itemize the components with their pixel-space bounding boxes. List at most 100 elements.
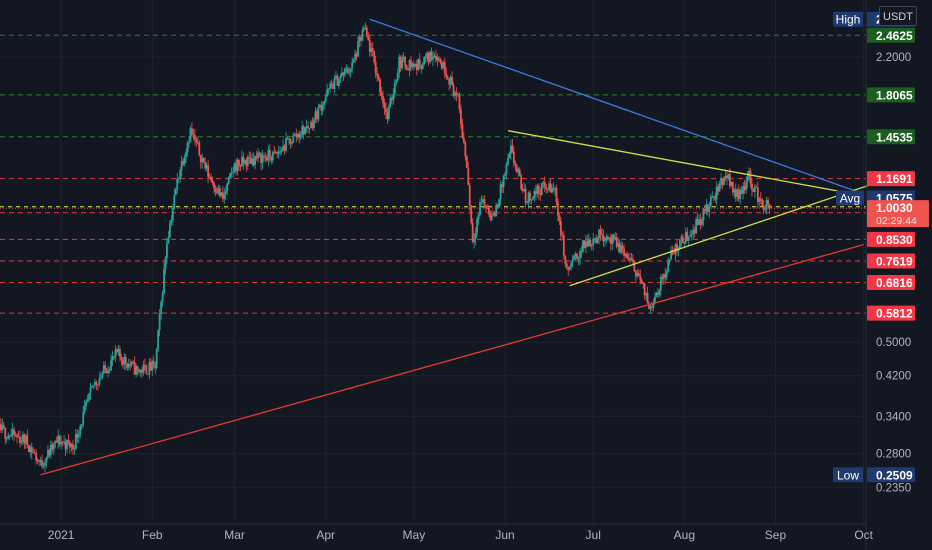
candle <box>171 203 174 226</box>
candle <box>579 248 581 266</box>
candle <box>346 66 349 75</box>
candle <box>116 347 118 355</box>
candle <box>161 290 164 307</box>
candle <box>330 79 333 89</box>
candle <box>429 50 431 64</box>
candle <box>67 434 70 446</box>
currency-unit-badge[interactable]: USDT <box>879 6 917 26</box>
candle <box>448 77 451 91</box>
candle <box>529 190 531 205</box>
candle <box>676 240 678 257</box>
candle <box>674 242 677 261</box>
candle <box>336 73 339 87</box>
candle <box>717 183 720 196</box>
candle <box>136 365 139 376</box>
candle <box>621 242 624 254</box>
candle <box>255 150 258 162</box>
candle <box>213 181 215 194</box>
candle <box>260 152 262 170</box>
candle <box>432 50 434 67</box>
tag-name-label: Avg <box>840 191 860 205</box>
candle <box>64 438 67 456</box>
candle <box>367 31 370 41</box>
candle <box>626 251 628 260</box>
candle <box>733 188 736 199</box>
candle <box>63 435 65 445</box>
candle <box>188 136 190 149</box>
candle <box>158 308 161 337</box>
candle <box>701 216 703 228</box>
candle <box>235 158 237 176</box>
candle <box>155 348 158 370</box>
trend-line-triangle-upper <box>507 130 864 197</box>
countdown-timer: 02:29:44 <box>876 215 917 227</box>
candle <box>388 103 390 122</box>
candle <box>634 270 637 283</box>
candle <box>216 186 218 195</box>
candle <box>460 104 462 130</box>
candle <box>557 198 559 222</box>
candle <box>370 42 373 57</box>
candle <box>20 436 23 446</box>
candle <box>270 155 273 165</box>
x-tick-label: Aug <box>674 528 695 542</box>
candle <box>748 167 750 181</box>
candle <box>45 456 48 469</box>
candle <box>279 145 282 156</box>
candle <box>117 344 120 356</box>
candle <box>726 172 728 186</box>
candle <box>311 117 314 131</box>
candle <box>756 181 759 208</box>
candle <box>80 423 83 431</box>
candle <box>498 198 501 208</box>
candle <box>576 253 578 260</box>
candle <box>246 154 249 170</box>
candle <box>452 81 455 98</box>
candle <box>584 235 587 254</box>
candle <box>19 430 21 448</box>
candle <box>327 88 330 95</box>
candle <box>587 233 590 248</box>
candle <box>534 184 537 200</box>
candle <box>230 167 233 179</box>
candle <box>405 64 408 71</box>
candle <box>623 244 625 261</box>
candle <box>104 361 107 374</box>
candle <box>289 138 292 149</box>
candle <box>537 183 540 200</box>
candle <box>214 184 217 197</box>
candle <box>721 178 724 190</box>
candle <box>86 394 89 403</box>
candle <box>7 432 10 440</box>
candle <box>114 345 117 363</box>
candle <box>160 300 162 320</box>
candle <box>417 58 420 72</box>
candle <box>2 421 5 430</box>
candle <box>559 216 562 241</box>
candle <box>433 52 436 58</box>
candle <box>201 153 204 169</box>
candle <box>221 186 224 203</box>
candle <box>193 128 196 146</box>
candle <box>290 141 293 147</box>
candle <box>593 237 596 243</box>
candle <box>562 230 565 260</box>
candle <box>443 57 446 79</box>
candle <box>583 240 586 249</box>
candle <box>180 155 183 177</box>
candle <box>501 181 503 193</box>
level-price-tag-bg <box>867 253 915 269</box>
candle <box>191 122 193 136</box>
candle <box>561 231 564 238</box>
candle <box>526 200 528 205</box>
level-price-tag-bg <box>867 231 915 247</box>
candle <box>179 166 182 183</box>
candle <box>385 102 387 119</box>
candle <box>702 207 705 227</box>
candle <box>349 68 352 78</box>
candle <box>536 183 539 198</box>
low-price-tag-bg <box>867 467 915 483</box>
candle <box>0 417 2 434</box>
candle <box>752 187 755 193</box>
